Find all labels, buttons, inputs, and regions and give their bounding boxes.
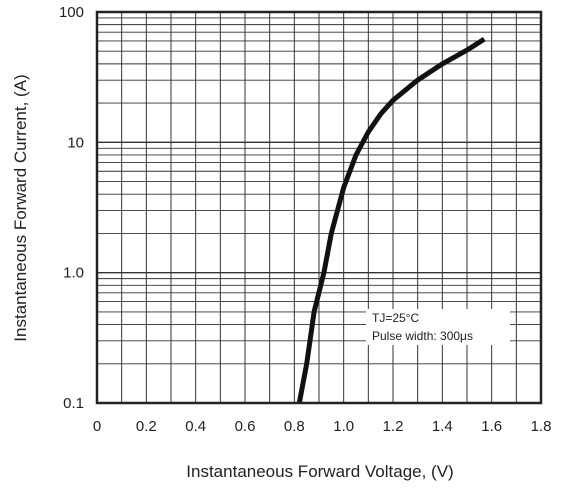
y-axis-title: Instantaneous Forward Current, (A): [11, 74, 30, 341]
x-tick-labels: 0 0.2 0.4 0.6 0.8 1.0 1.2 1.4 1.6 1.8: [93, 418, 552, 435]
curve-layer: [296, 36, 486, 404]
x-tick-label: 1.0: [333, 418, 354, 435]
x-tick-label: 1.6: [481, 418, 502, 435]
plot-frame: [95, 10, 543, 405]
annotation-temperature: TJ=25°C: [372, 311, 419, 325]
annotation-box: TJ=25°C Pulse width: 300μs: [366, 309, 510, 345]
y-tick-label: 10: [67, 134, 84, 151]
y-tick-labels: 0.1 1.0 10 100: [59, 4, 84, 412]
x-tick-label: 0.4: [185, 418, 206, 435]
annotation-background: [366, 309, 510, 345]
x-tick-label: 1.4: [432, 418, 453, 435]
y-tick-label: 1.0: [63, 265, 84, 282]
y-tick-label: 0.1: [63, 395, 84, 412]
x-tick-label: 1.2: [383, 418, 404, 435]
forward-current-curve: [296, 36, 486, 404]
x-tick-label: 0.2: [136, 418, 157, 435]
x-tick-label: 1.8: [531, 418, 552, 435]
x-tick-label: 0.6: [235, 418, 256, 435]
x-tick-label: 0.8: [284, 418, 305, 435]
x-axis-title: Instantaneous Forward Voltage, (V): [186, 462, 453, 481]
y-tick-label: 100: [59, 4, 84, 21]
x-tick-label: 0: [93, 418, 101, 435]
annotation-pulse-width: Pulse width: 300μs: [372, 329, 473, 343]
